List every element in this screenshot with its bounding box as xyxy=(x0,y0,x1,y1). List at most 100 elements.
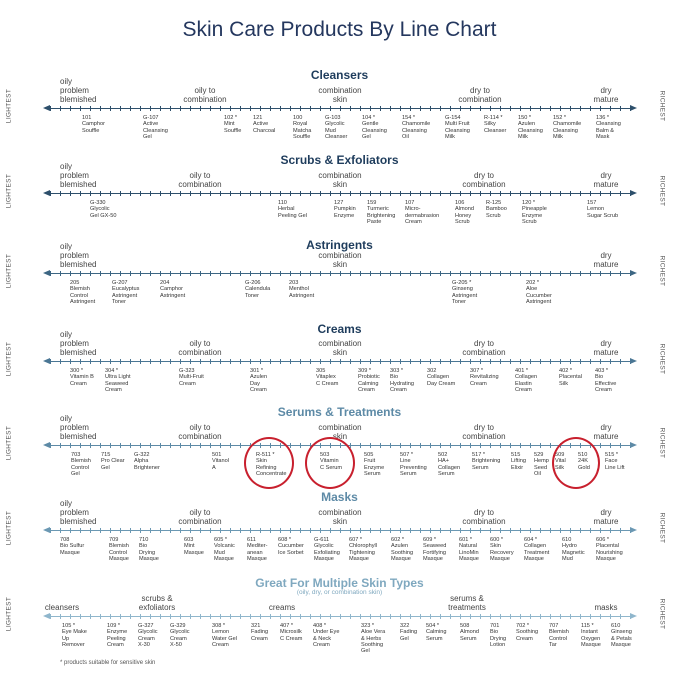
axis-tick xyxy=(220,106,221,111)
axis-tick xyxy=(100,271,101,276)
richest-label: RICHEST xyxy=(658,175,666,207)
axis-tick xyxy=(210,191,211,196)
axis-tick xyxy=(580,271,581,276)
axis-tick xyxy=(310,191,311,196)
product-label: G-322 Alpha Brightener xyxy=(134,452,160,471)
axis-tick xyxy=(440,271,441,276)
product-label: G-107 Active Cleansing Gel xyxy=(143,115,168,140)
axis-tick xyxy=(120,443,121,448)
axis-tick xyxy=(210,528,211,533)
axis-tick xyxy=(310,106,311,111)
axis-tick xyxy=(300,614,301,619)
axis-tick xyxy=(350,614,351,619)
axis-line xyxy=(43,268,637,278)
section-title: Serums & Treatments xyxy=(277,405,402,419)
axis-tick xyxy=(370,528,371,533)
product-label: 127 Pumpkin Enzyme xyxy=(334,200,356,219)
axis-tick xyxy=(360,614,361,619)
axis-tick xyxy=(430,359,431,364)
axis-tick xyxy=(110,106,111,111)
axis-tick xyxy=(420,614,421,619)
axis-tick xyxy=(150,614,151,619)
axis-tick xyxy=(510,191,511,196)
axis-tick xyxy=(130,191,131,196)
axis-tick xyxy=(400,528,401,533)
product-label: 323 * Aloe Vera & Herbs Soothing Gel xyxy=(361,623,386,655)
axis-tick xyxy=(100,443,101,448)
axis-tick xyxy=(320,359,321,364)
product-label: 515 Lifting Elixir xyxy=(511,452,526,471)
axis-tick xyxy=(380,271,381,276)
axis-tick xyxy=(100,359,101,364)
lightest-label: LIGHTEST xyxy=(5,341,13,377)
axis-tick xyxy=(540,443,541,448)
axis-tick xyxy=(470,359,471,364)
axis-tick xyxy=(250,528,251,533)
axis-tick xyxy=(90,191,91,196)
axis-tick xyxy=(420,443,421,448)
axis-tick xyxy=(310,528,311,533)
axis-tick xyxy=(160,106,161,111)
axis-tick xyxy=(360,106,361,111)
axis-tick xyxy=(490,191,491,196)
axis-tick xyxy=(320,614,321,619)
axis-tick xyxy=(560,528,561,533)
axis-tick xyxy=(290,614,291,619)
axis-tick xyxy=(120,191,121,196)
axis-tick xyxy=(510,106,511,111)
axis-tick xyxy=(300,359,301,364)
axis-tick xyxy=(280,106,281,111)
axis-tick xyxy=(330,614,331,619)
section-title: Creams xyxy=(317,322,362,336)
skin-type-label: oily to combination xyxy=(178,423,222,441)
axis-tick xyxy=(190,614,191,619)
axis-tick xyxy=(190,443,191,448)
axis-tick xyxy=(390,271,391,276)
axis-tick xyxy=(70,191,71,196)
axis-tick xyxy=(390,359,391,364)
axis-tick xyxy=(190,106,191,111)
axis-tick xyxy=(350,271,351,276)
product-label: 606 * Placental Nourishing Masque xyxy=(596,537,623,562)
axis-tick xyxy=(510,271,511,276)
axis-tick xyxy=(110,443,111,448)
axis-tick xyxy=(150,106,151,111)
axis-tick xyxy=(200,614,201,619)
axis-tick xyxy=(350,359,351,364)
axis-tick xyxy=(90,443,91,448)
axis-tick xyxy=(460,359,461,364)
axis-tick xyxy=(50,191,51,196)
axis-tick xyxy=(160,191,161,196)
axis-tick xyxy=(420,191,421,196)
axis-tick xyxy=(620,106,621,111)
axis-tick xyxy=(560,271,561,276)
section-title: Astringents xyxy=(306,238,373,252)
axis-tick xyxy=(430,614,431,619)
axis-tick xyxy=(460,106,461,111)
axis-tick xyxy=(460,191,461,196)
product-label: 115 * Instant Oxygen Masque xyxy=(581,623,601,648)
axis-tick xyxy=(440,106,441,111)
axis-tick xyxy=(170,191,171,196)
axis-tick xyxy=(630,191,631,196)
axis-tick xyxy=(630,106,631,111)
axis-tick xyxy=(610,443,611,448)
axis-tick xyxy=(50,359,51,364)
product-label: 101 Camphor Souffle xyxy=(82,115,106,134)
axis-tick xyxy=(210,614,211,619)
axis-tick xyxy=(540,528,541,533)
skin-type-label: oily problem blemished xyxy=(60,499,97,526)
axis-tick xyxy=(280,614,281,619)
axis-tick xyxy=(350,528,351,533)
axis-tick xyxy=(320,191,321,196)
axis-tick xyxy=(480,359,481,364)
axis-tick xyxy=(470,271,471,276)
axis-tick xyxy=(290,528,291,533)
axis-tick xyxy=(490,106,491,111)
axis-tick xyxy=(210,359,211,364)
product-label: 106 Almond Honey Scrub xyxy=(455,200,474,225)
axis-tick xyxy=(130,271,131,276)
axis-tick xyxy=(590,271,591,276)
skin-type-label: masks xyxy=(594,603,618,612)
axis-tick xyxy=(530,443,531,448)
